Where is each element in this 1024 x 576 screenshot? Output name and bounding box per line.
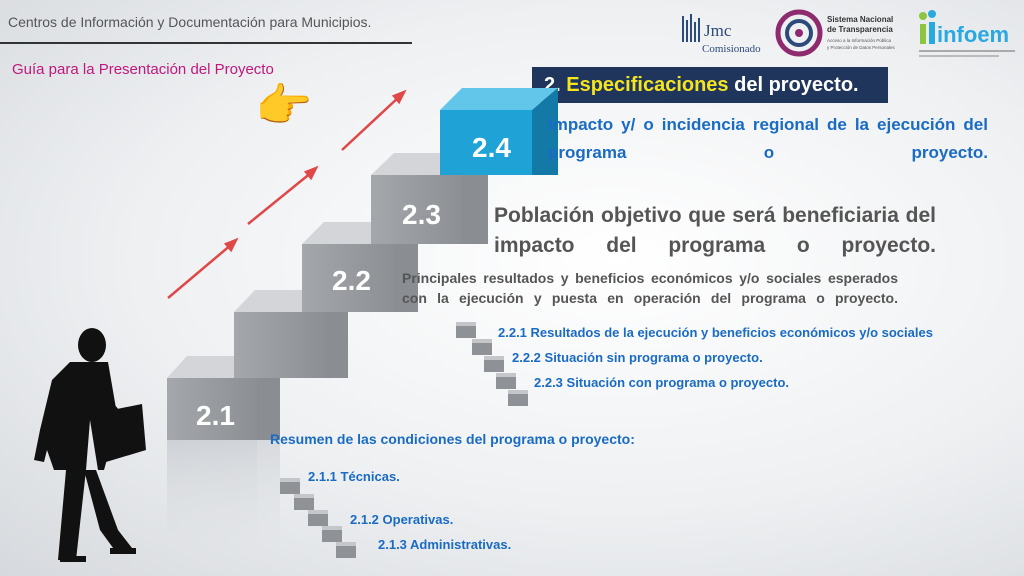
snt-line2: de Transparencia (827, 25, 893, 34)
infoem-logo: infoem (915, 8, 1021, 64)
mini-stairs-2-2 (456, 326, 528, 406)
step-2-3-text: Población objetivo que será beneficiaria… (494, 204, 936, 257)
snt-line3: Acceso a la Información Pública (827, 38, 892, 43)
snt-line1: Sistema Nacional (827, 15, 893, 24)
step-label-2-3: 2.3 (402, 199, 441, 230)
step-2-2-3-item: 2.2.3 Situación con programa o proyecto. (534, 375, 790, 390)
step-2-1-2-item: 2.1.2 Operativas. (350, 512, 454, 527)
infoem-name: infoem (937, 22, 1009, 47)
snt-line4: y Protección de Datos Personales (827, 45, 896, 50)
step-label-2-1: 2.1 (196, 400, 235, 431)
step-2-2-2-item: 2.2.2 Situación sin programa o proyecto. (512, 350, 763, 365)
step-2-2-1-item: 2.2.1 Resultados de la ejecución y benef… (498, 325, 933, 340)
red-arrows (167, 89, 407, 299)
page-header-title: Centros de Información y Documentación p… (8, 14, 372, 30)
jmc-logo-name: Jmc (704, 21, 732, 40)
businessman-silhouette (34, 328, 146, 562)
step-2-2-text: Principales resultados y beneficios econ… (402, 270, 898, 306)
section-highlight: Especificaciones (566, 74, 729, 96)
step-2-1-1-item: 2.1.1 Técnicas. (308, 469, 400, 484)
mini-stairs-2-2-tops (456, 322, 528, 394)
mini-stairs-2-1 (280, 482, 356, 558)
snt-logo: Sistema Nacional de Transparencia Acceso… (775, 8, 905, 58)
mini-stairs-2-1-tops (280, 478, 356, 546)
pointing-hand-icon: 👉 (255, 79, 313, 131)
step-2-1-text: Resumen de las condiciones del programa … (270, 431, 635, 447)
section-title-box: 2. Especificaciones del proyecto. (532, 67, 888, 103)
page-subtitle: Guía para la Presentación del Proyecto (12, 61, 274, 78)
step-label-2-2: 2.2 (332, 265, 371, 296)
jmc-logo: Jmc Comisionado (680, 10, 770, 56)
step-2-4-text: Impacto y/ o incidencia regional de la e… (548, 115, 988, 162)
jmc-logo-tagline: Comisionado (702, 43, 761, 55)
step-2-1-3-item: 2.1.3 Administrativas. (378, 537, 512, 552)
step-cube-2-4: 2.4 (440, 88, 558, 175)
section-suffix: del proyecto. (728, 74, 859, 96)
header-divider (0, 42, 412, 44)
step-label-2-4: 2.4 (472, 132, 511, 163)
